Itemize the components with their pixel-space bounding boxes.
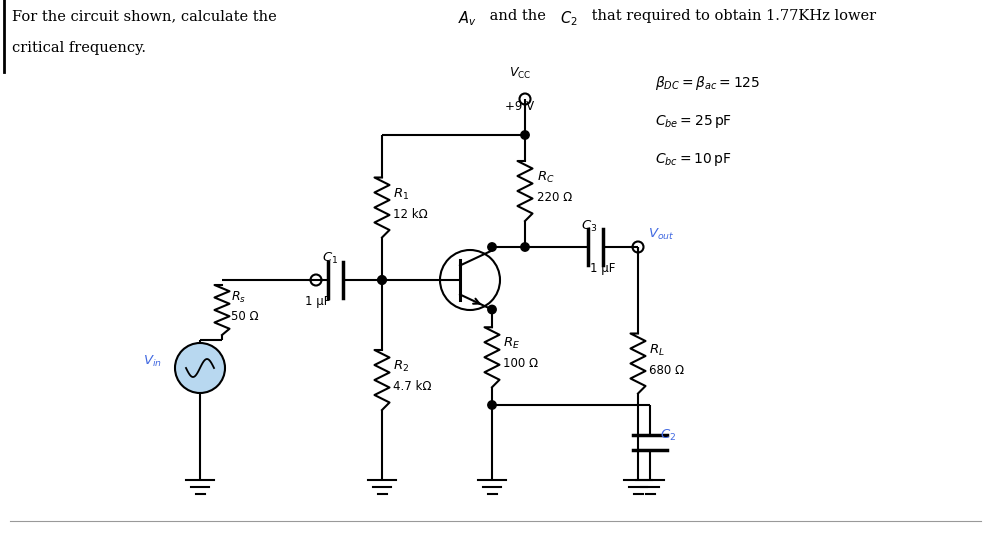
Text: 1 μF: 1 μF xyxy=(305,295,330,308)
Text: $C_2$: $C_2$ xyxy=(660,427,676,442)
Text: and the: and the xyxy=(485,9,550,23)
Text: critical frequency.: critical frequency. xyxy=(12,41,146,55)
Text: $C_3$: $C_3$ xyxy=(581,219,598,234)
Text: $C_1$: $C_1$ xyxy=(322,251,338,266)
Text: $R_E$: $R_E$ xyxy=(503,336,520,351)
Text: $\beta_{DC} = \beta_{ac} = 125$: $\beta_{DC} = \beta_{ac} = 125$ xyxy=(655,74,760,92)
Text: 12 kΩ: 12 kΩ xyxy=(393,207,428,221)
Text: $R_C$: $R_C$ xyxy=(537,170,555,185)
Circle shape xyxy=(488,243,496,251)
Circle shape xyxy=(521,131,529,139)
Text: $V_{out}$: $V_{out}$ xyxy=(648,227,675,242)
Circle shape xyxy=(488,401,496,409)
Text: 1 μF: 1 μF xyxy=(590,262,615,275)
Text: $R_1$: $R_1$ xyxy=(393,186,409,201)
Text: $R_s$: $R_s$ xyxy=(231,290,246,305)
Circle shape xyxy=(488,306,496,314)
Text: 680 Ω: 680 Ω xyxy=(649,364,684,376)
Circle shape xyxy=(378,276,386,284)
Circle shape xyxy=(175,343,225,393)
Text: 100 Ω: 100 Ω xyxy=(503,357,538,370)
Text: $R_2$: $R_2$ xyxy=(393,359,409,374)
Text: $V_{\rm CC}$: $V_{\rm CC}$ xyxy=(508,66,531,81)
Text: 4.7 kΩ: 4.7 kΩ xyxy=(393,380,431,393)
Text: For the circuit shown, calculate the: For the circuit shown, calculate the xyxy=(12,9,281,23)
Text: +9 V: +9 V xyxy=(505,100,534,113)
Circle shape xyxy=(378,276,386,284)
Text: 50 Ω: 50 Ω xyxy=(231,310,259,323)
Text: that required to obtain 1.77KHz lower: that required to obtain 1.77KHz lower xyxy=(587,9,876,23)
Text: $R_L$: $R_L$ xyxy=(649,343,665,358)
Text: $C_{bc} = 10\,\mathrm{pF}$: $C_{bc} = 10\,\mathrm{pF}$ xyxy=(655,151,731,168)
Text: 220 Ω: 220 Ω xyxy=(537,191,572,204)
Text: $V_{in}$: $V_{in}$ xyxy=(143,354,162,369)
Circle shape xyxy=(521,243,529,251)
Text: $C_2$: $C_2$ xyxy=(560,9,578,28)
Text: $A_v$: $A_v$ xyxy=(458,9,477,28)
Text: $C_{be} = 25\,\mathrm{pF}$: $C_{be} = 25\,\mathrm{pF}$ xyxy=(655,113,732,130)
